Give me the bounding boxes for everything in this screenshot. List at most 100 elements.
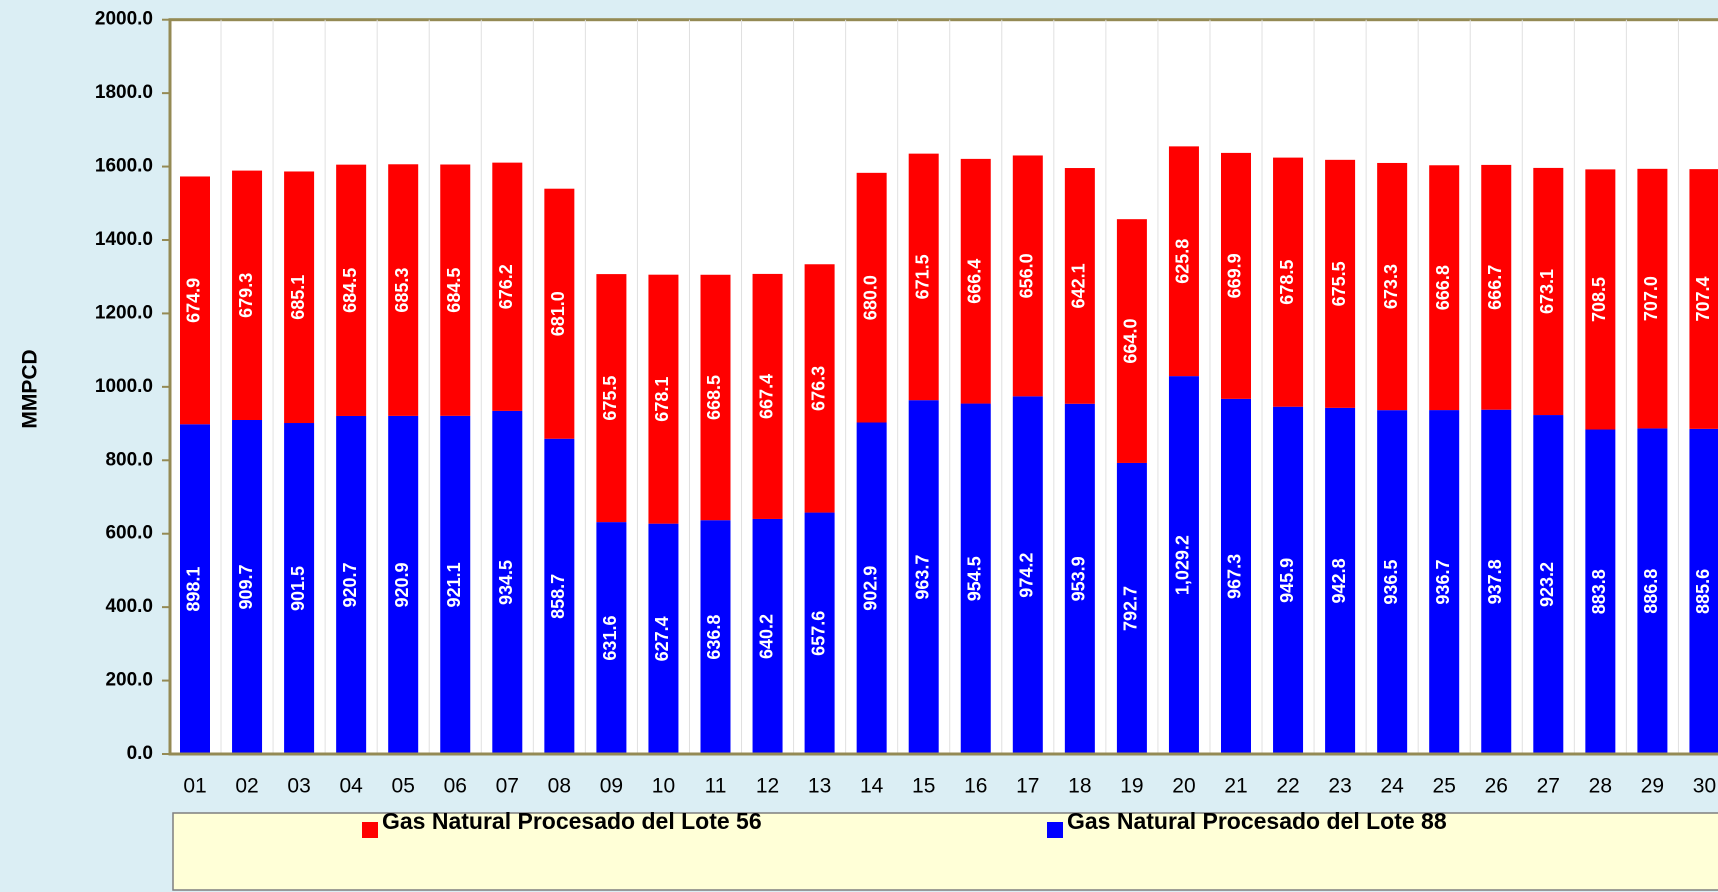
value-label: 676.2	[496, 264, 516, 309]
value-label: 680.0	[860, 275, 880, 320]
bar-segment	[908, 153, 939, 401]
x-tick-label: 04	[339, 775, 363, 798]
x-tick-label: 24	[1380, 775, 1404, 798]
bar-segment	[1377, 162, 1408, 411]
y-tick-label: 2000.0	[95, 9, 153, 30]
bar-segment	[960, 403, 991, 754]
value-label: 921.1	[444, 562, 464, 607]
value-label: 967.3	[1225, 554, 1245, 599]
y-tick-label: 600.0	[105, 523, 153, 544]
value-label: 657.6	[808, 611, 828, 656]
x-tick-label: 03	[287, 775, 310, 798]
value-label: 934.5	[496, 560, 516, 605]
value-label: 679.3	[236, 273, 256, 318]
value-label: 625.8	[1173, 239, 1193, 284]
value-label: 674.9	[184, 278, 204, 323]
bar-segment	[492, 410, 523, 754]
bar-segment	[752, 518, 783, 754]
legend-label: Gas Natural Procesado del Lote 56	[382, 808, 762, 834]
value-label: 953.9	[1069, 556, 1089, 601]
bar-segment	[1273, 406, 1304, 754]
value-label: 936.7	[1433, 560, 1453, 605]
legend	[172, 812, 1718, 891]
bar-segment	[284, 423, 315, 754]
x-tick-label: 16	[964, 775, 987, 798]
value-label: 901.5	[288, 566, 308, 611]
value-label: 627.4	[652, 616, 672, 661]
bar-segment	[1325, 407, 1356, 754]
bar-segment	[1637, 168, 1668, 429]
value-label: 954.5	[965, 556, 985, 601]
x-tick-label: 01	[183, 775, 206, 798]
x-tick-label: 09	[600, 775, 623, 798]
bar-segment	[1585, 169, 1616, 430]
x-tick-label: 05	[392, 775, 415, 798]
bar-segment	[1429, 410, 1460, 754]
bar-segment	[1689, 169, 1718, 429]
value-label: 945.9	[1277, 558, 1297, 603]
legend-swatch	[1047, 822, 1063, 838]
x-tick-label: 27	[1537, 775, 1560, 798]
value-label: 936.5	[1381, 560, 1401, 605]
value-label: 920.9	[392, 562, 412, 607]
bar-segment	[232, 170, 263, 421]
value-label: 684.5	[340, 268, 360, 313]
legend-label: Gas Natural Procesado del Lote 88	[1067, 808, 1447, 834]
value-label: 886.8	[1641, 569, 1661, 614]
x-tick-label: 26	[1485, 775, 1508, 798]
x-tick-label: 22	[1276, 775, 1299, 798]
y-tick-label: 200.0	[105, 670, 153, 691]
bar-segment	[492, 162, 523, 411]
bar-segment	[388, 164, 419, 416]
bar-segment	[1221, 152, 1251, 399]
bar-segment	[960, 158, 991, 404]
bar-segment	[1689, 428, 1718, 754]
bar-segment	[1064, 403, 1095, 754]
x-tick-label: 28	[1589, 775, 1612, 798]
x-tick-label: 12	[756, 775, 779, 798]
value-label: 640.2	[756, 614, 776, 659]
value-label: 667.4	[756, 374, 776, 419]
bar-segment	[1012, 396, 1043, 754]
bar-segment	[1064, 168, 1095, 404]
x-tick-label: 17	[1016, 775, 1039, 798]
bar-segment	[544, 188, 575, 439]
value-label: 708.5	[1589, 277, 1609, 322]
value-label: 676.3	[808, 366, 828, 411]
bar-segment	[388, 415, 419, 754]
bar-segment	[908, 400, 939, 754]
bar-segment	[1481, 409, 1512, 754]
x-tick-label: 11	[705, 775, 727, 798]
bar-segment	[648, 274, 679, 524]
value-label: 666.4	[965, 259, 985, 304]
bar-segment	[596, 274, 627, 523]
bar-segment	[1116, 219, 1147, 463]
bar-segment	[1168, 146, 1199, 377]
value-label: 673.1	[1537, 269, 1557, 314]
bar-segment	[1533, 167, 1564, 416]
value-label: 963.7	[912, 555, 932, 600]
bar-segment	[1377, 410, 1408, 754]
value-label: 631.6	[600, 616, 620, 661]
y-tick-label: 1000.0	[95, 376, 153, 397]
value-label: 685.1	[288, 275, 308, 320]
value-label: 685.3	[392, 268, 412, 313]
x-tick-label: 29	[1641, 775, 1664, 798]
x-tick-label: 21	[1224, 775, 1247, 798]
bar-segment	[1533, 415, 1564, 754]
x-tick-label: 30	[1693, 775, 1716, 798]
bar-segment	[544, 438, 575, 754]
value-label: 666.8	[1433, 265, 1453, 310]
x-tick-label: 08	[548, 775, 571, 798]
value-label: 902.9	[860, 566, 880, 611]
value-label: 920.7	[340, 562, 360, 607]
value-label: 668.5	[704, 375, 724, 420]
bar-segment	[1221, 398, 1251, 754]
bar-segment	[648, 523, 679, 754]
y-tick-label: 800.0	[105, 449, 153, 470]
bar-segment	[284, 171, 315, 424]
value-label: 909.7	[236, 564, 256, 609]
x-tick-label: 18	[1068, 775, 1091, 798]
value-label: 664.0	[1121, 319, 1141, 364]
